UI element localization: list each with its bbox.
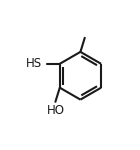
Text: HS: HS — [26, 57, 42, 70]
Text: HO: HO — [46, 104, 64, 117]
